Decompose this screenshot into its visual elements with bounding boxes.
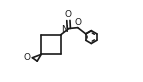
Text: N: N	[61, 25, 68, 34]
Text: O: O	[65, 10, 72, 19]
Text: O: O	[74, 18, 81, 27]
Text: O: O	[24, 53, 31, 62]
